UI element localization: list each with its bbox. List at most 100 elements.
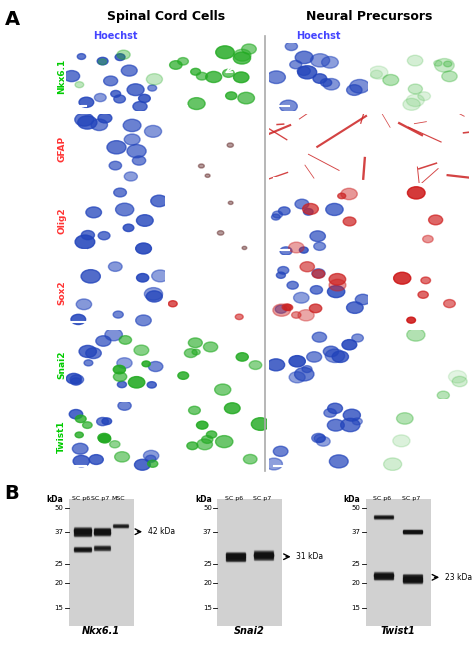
Circle shape bbox=[89, 455, 103, 464]
Circle shape bbox=[124, 172, 137, 181]
Circle shape bbox=[371, 70, 383, 78]
Circle shape bbox=[234, 72, 249, 82]
Circle shape bbox=[79, 345, 96, 358]
Circle shape bbox=[115, 452, 129, 462]
Circle shape bbox=[418, 291, 428, 298]
Circle shape bbox=[138, 94, 150, 103]
Circle shape bbox=[407, 328, 425, 341]
Circle shape bbox=[69, 409, 82, 419]
Circle shape bbox=[178, 58, 188, 65]
Circle shape bbox=[114, 95, 126, 103]
Circle shape bbox=[168, 301, 177, 307]
Circle shape bbox=[278, 207, 290, 215]
Circle shape bbox=[352, 418, 362, 425]
Text: 20: 20 bbox=[203, 580, 212, 586]
Text: 20: 20 bbox=[55, 580, 64, 586]
Circle shape bbox=[226, 92, 237, 99]
Circle shape bbox=[352, 334, 364, 342]
Text: Olig2: Olig2 bbox=[57, 207, 66, 234]
Circle shape bbox=[98, 232, 110, 240]
Circle shape bbox=[146, 291, 162, 302]
Text: Hoechst: Hoechst bbox=[93, 31, 138, 41]
Circle shape bbox=[310, 304, 322, 313]
Circle shape bbox=[383, 458, 401, 470]
Circle shape bbox=[293, 292, 309, 303]
Circle shape bbox=[312, 434, 325, 443]
Text: 50: 50 bbox=[55, 505, 64, 511]
Circle shape bbox=[329, 279, 346, 291]
Circle shape bbox=[118, 401, 131, 410]
Circle shape bbox=[233, 52, 251, 64]
Circle shape bbox=[294, 368, 314, 381]
Text: 50: 50 bbox=[352, 505, 360, 511]
Circle shape bbox=[203, 342, 218, 352]
Text: kDa: kDa bbox=[344, 495, 360, 504]
Circle shape bbox=[189, 406, 201, 415]
Circle shape bbox=[197, 421, 208, 429]
Circle shape bbox=[312, 269, 325, 278]
Text: Neural Precursors: Neural Precursors bbox=[306, 10, 432, 23]
Circle shape bbox=[437, 391, 449, 400]
Circle shape bbox=[152, 270, 169, 282]
Text: SC p7: SC p7 bbox=[402, 496, 420, 502]
Circle shape bbox=[408, 187, 425, 199]
Circle shape bbox=[71, 378, 82, 385]
Circle shape bbox=[276, 272, 285, 279]
Circle shape bbox=[145, 288, 163, 300]
Circle shape bbox=[289, 242, 304, 253]
Circle shape bbox=[338, 193, 346, 199]
Circle shape bbox=[98, 59, 107, 65]
Circle shape bbox=[132, 156, 146, 165]
Text: Nkx6.1: Nkx6.1 bbox=[57, 60, 66, 94]
Circle shape bbox=[199, 164, 204, 168]
Circle shape bbox=[145, 126, 162, 137]
Circle shape bbox=[273, 304, 291, 317]
Circle shape bbox=[142, 361, 150, 367]
Circle shape bbox=[267, 359, 285, 371]
Circle shape bbox=[75, 82, 84, 88]
Circle shape bbox=[273, 211, 283, 218]
Circle shape bbox=[343, 217, 356, 226]
Circle shape bbox=[448, 371, 466, 383]
Circle shape bbox=[114, 188, 127, 197]
Circle shape bbox=[134, 345, 149, 355]
Circle shape bbox=[408, 84, 422, 94]
Circle shape bbox=[312, 269, 325, 278]
Circle shape bbox=[218, 231, 224, 235]
Circle shape bbox=[136, 315, 151, 326]
Circle shape bbox=[75, 415, 86, 422]
Text: SC p6: SC p6 bbox=[73, 496, 91, 502]
Circle shape bbox=[421, 277, 430, 284]
Text: 25: 25 bbox=[55, 561, 64, 567]
Circle shape bbox=[118, 381, 127, 388]
Circle shape bbox=[192, 349, 200, 355]
Circle shape bbox=[323, 78, 339, 90]
Circle shape bbox=[383, 75, 399, 86]
Circle shape bbox=[435, 59, 454, 72]
Circle shape bbox=[314, 242, 326, 250]
Circle shape bbox=[342, 339, 357, 350]
Circle shape bbox=[109, 262, 122, 271]
Text: 20: 20 bbox=[352, 580, 360, 586]
Circle shape bbox=[285, 42, 298, 50]
Text: SC p7: SC p7 bbox=[253, 496, 272, 502]
Text: 15: 15 bbox=[203, 605, 212, 611]
Text: 42 kDa: 42 kDa bbox=[147, 527, 175, 536]
Circle shape bbox=[328, 286, 345, 298]
Circle shape bbox=[107, 141, 126, 154]
Circle shape bbox=[242, 247, 247, 250]
Circle shape bbox=[76, 299, 91, 309]
Circle shape bbox=[325, 349, 345, 362]
Circle shape bbox=[113, 311, 123, 318]
Circle shape bbox=[75, 235, 95, 249]
Text: 25: 25 bbox=[203, 561, 212, 567]
Circle shape bbox=[137, 273, 149, 282]
Circle shape bbox=[406, 94, 424, 107]
Circle shape bbox=[346, 85, 362, 95]
Circle shape bbox=[265, 458, 283, 470]
Circle shape bbox=[341, 188, 357, 199]
Circle shape bbox=[244, 455, 257, 464]
Circle shape bbox=[151, 195, 167, 207]
Circle shape bbox=[78, 116, 97, 129]
Text: kDa: kDa bbox=[46, 495, 64, 504]
